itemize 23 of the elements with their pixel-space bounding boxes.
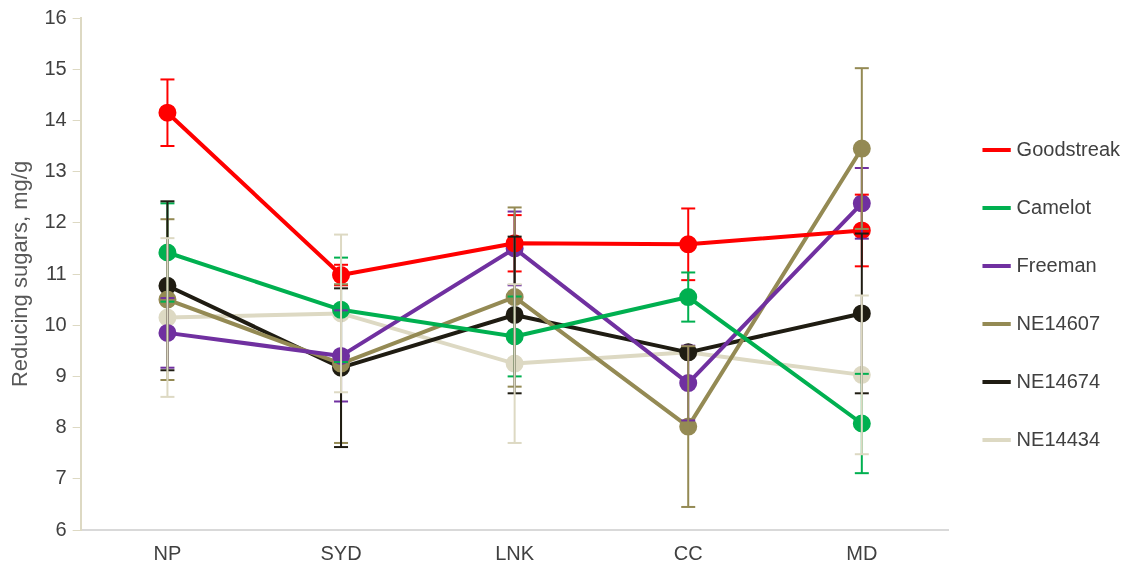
legend-label: Camelot [1016,195,1092,218]
y-tick-label: 11 [45,261,67,284]
y-tick-label: 13 [44,159,67,182]
legend-label: NE14434 [1016,427,1101,450]
legend-label: NE14674 [1016,369,1101,392]
x-tick-label: MD [846,541,878,564]
y-tick-label: 9 [55,363,67,386]
y-tick-label: 12 [44,210,67,233]
legend-label: Goodstreak [1016,137,1121,160]
y-tick-label: 8 [55,415,67,438]
y-tick-label: 6 [55,517,67,540]
legend-label: NE14607 [1016,311,1101,334]
y-tick-label: 16 [44,5,67,28]
y-tick-label: 10 [44,312,67,335]
y-tick-label: 14 [44,107,67,130]
y-tick-label: 7 [55,466,67,489]
y-axis-title: Reducing sugars, mg/g [7,160,33,388]
x-tick-label: LNK [495,541,535,564]
y-tick-label: 15 [44,56,67,79]
x-tick-label: CC [673,541,703,564]
x-tick-label: NP [153,541,182,564]
legend-label: Freeman [1016,253,1097,276]
x-tick-label: SYD [320,541,362,564]
